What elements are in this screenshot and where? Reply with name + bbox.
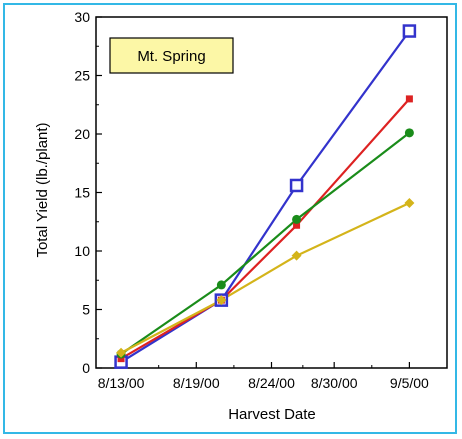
title-box: Mt. Spring <box>109 37 234 74</box>
x-tick-label: 8/19/00 <box>173 375 220 391</box>
data-point-marker <box>405 95 413 103</box>
data-point-marker <box>289 178 304 193</box>
data-point-marker <box>404 198 415 209</box>
series-line <box>119 97 411 360</box>
x-tick-label: 9/5/00 <box>390 375 429 391</box>
series-line <box>119 29 411 364</box>
data-point-marker <box>216 280 226 290</box>
data-point-marker <box>292 214 302 224</box>
data-point-marker <box>116 347 127 358</box>
chart-title: Mt. Spring <box>137 48 205 65</box>
axis-ticks: 0 5 10 15 20 25 30 8/13/00 8/19/00 8/24/00 8/30/00… <box>74 9 429 391</box>
y-tick-label: 25 <box>74 68 90 84</box>
series-line <box>119 201 411 354</box>
y-axis-label: Total Yield (lb./plant) <box>34 122 51 257</box>
y-tick-label: 15 <box>74 185 90 201</box>
y-tick-label: 20 <box>74 126 90 142</box>
data-point-marker <box>291 250 302 261</box>
x-tick-label: 8/13/00 <box>98 375 145 391</box>
x-tick-label: 8/30/00 <box>311 375 358 391</box>
y-tick-label: 30 <box>74 9 90 25</box>
y-tick-label: 10 <box>74 243 90 259</box>
plot-area <box>95 16 448 369</box>
y-tick-label: 5 <box>82 302 90 318</box>
data-point-marker <box>402 24 417 38</box>
series-line <box>119 131 411 356</box>
title-box-background <box>109 37 234 74</box>
data-point-marker <box>404 128 414 138</box>
series-layer <box>114 24 417 369</box>
data-point-marker <box>216 295 227 306</box>
y-tick-label: 0 <box>82 360 90 376</box>
x-axis-label: Harvest Date <box>228 406 316 423</box>
x-tick-label: 8/24/00 <box>248 375 295 391</box>
